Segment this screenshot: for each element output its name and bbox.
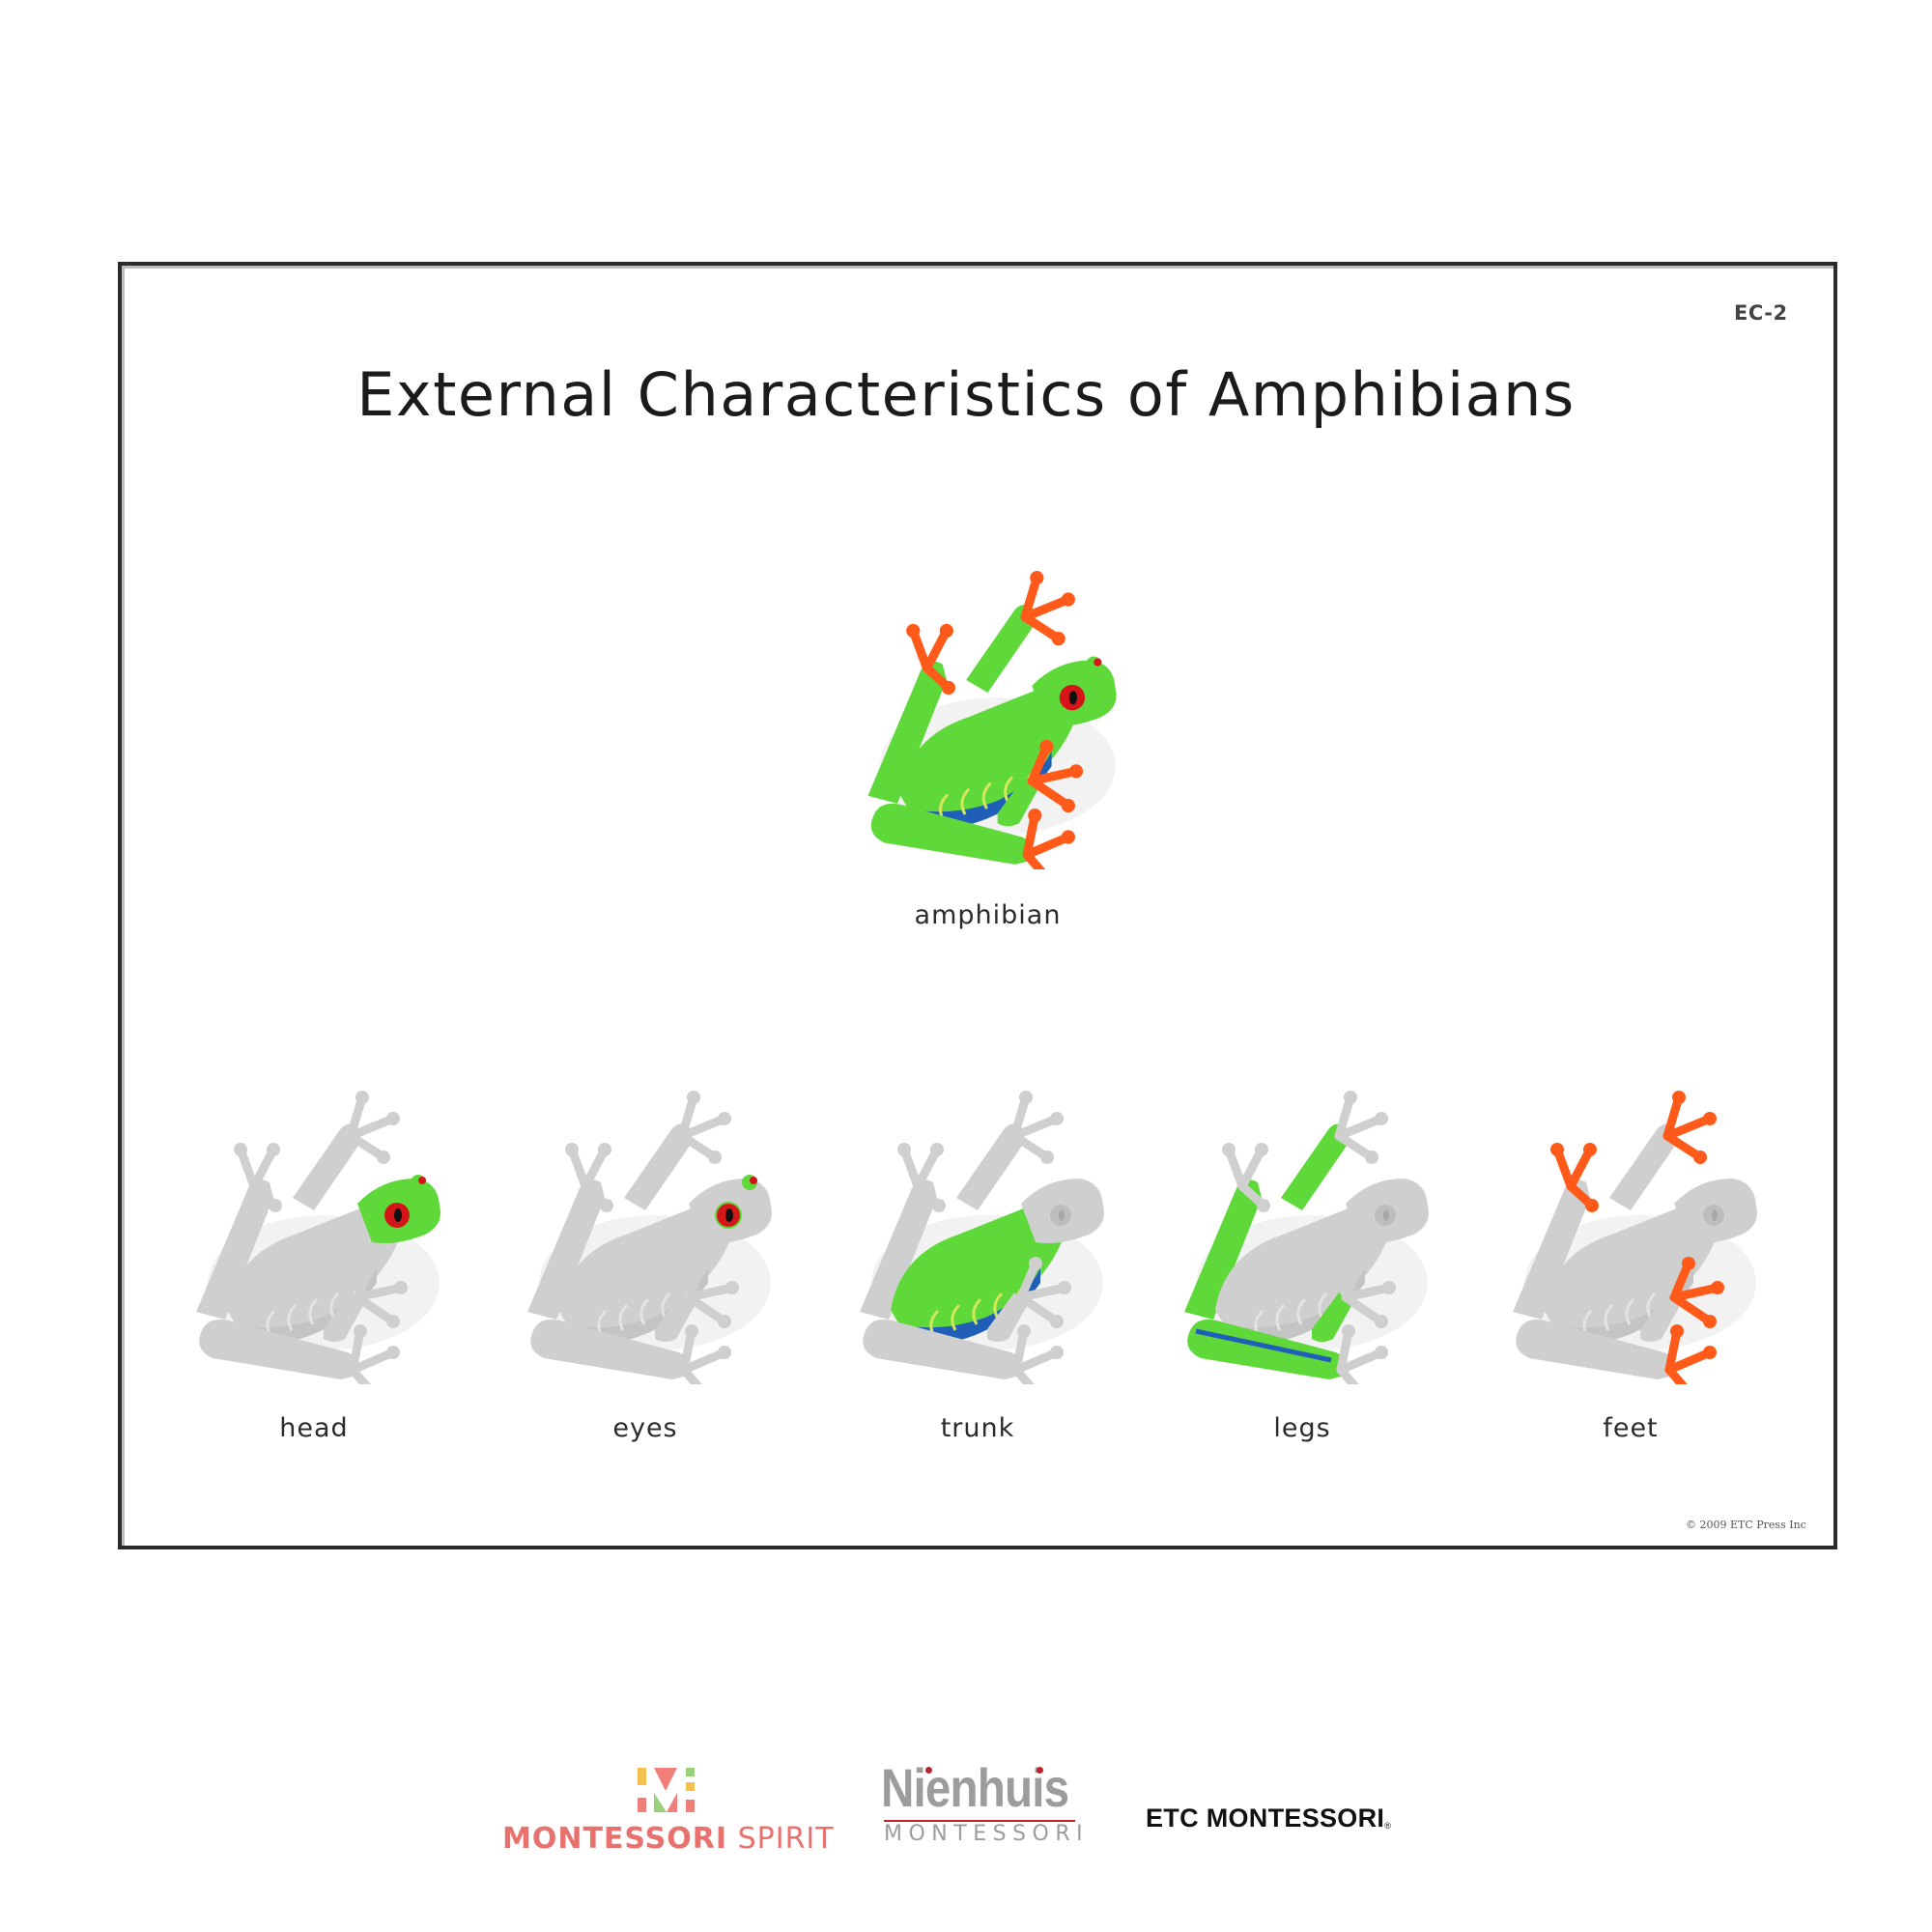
card-code: EC-2 bbox=[1734, 301, 1788, 325]
frog-head-highlight-icon bbox=[196, 1091, 440, 1384]
nienhuis-dot-icon bbox=[1037, 1767, 1043, 1774]
montessori-spirit-wordmark: MONTESSORI SPIRIT bbox=[502, 1822, 835, 1856]
head-frog-image bbox=[179, 1090, 449, 1384]
montessori-spirit-logo: MONTESSORI SPIRIT bbox=[502, 1766, 836, 1858]
label-legs: legs bbox=[1273, 1413, 1331, 1443]
frog-legs-highlight-icon bbox=[1184, 1091, 1429, 1384]
nienhuis-rule bbox=[884, 1820, 1075, 1822]
amphibian-frog-image bbox=[850, 570, 1125, 869]
trunk-frog-image bbox=[842, 1090, 1113, 1384]
frog-feet-highlight-icon bbox=[1513, 1091, 1757, 1384]
nienhuis-logo: Nienhuis MONTESSORI bbox=[881, 1757, 1083, 1851]
eyes-frog-image bbox=[510, 1090, 781, 1384]
card-title: External Characteristics of Amphibians bbox=[356, 359, 1576, 430]
nienhuis-subtitle: MONTESSORI bbox=[884, 1822, 1090, 1846]
nienhuis-dot-icon bbox=[925, 1767, 932, 1774]
frog-trunk-highlight-icon bbox=[860, 1091, 1104, 1384]
frog-full-icon bbox=[867, 571, 1117, 869]
legs-frog-image bbox=[1167, 1090, 1437, 1384]
etc-montessori-logo: ETC MONTESSORI® bbox=[1146, 1804, 1392, 1833]
label-trunk: trunk bbox=[940, 1413, 1015, 1443]
frog-eyes-highlight-icon bbox=[527, 1091, 772, 1384]
label-feet: feet bbox=[1603, 1413, 1659, 1443]
nienhuis-wordmark: Nienhuis bbox=[881, 1757, 1069, 1818]
label-amphibian: amphibian bbox=[914, 900, 1062, 930]
copyright-notice: © 2009 ETC Press Inc bbox=[1686, 1519, 1806, 1531]
label-head: head bbox=[279, 1413, 349, 1443]
feet-frog-image bbox=[1495, 1090, 1766, 1384]
label-eyes: eyes bbox=[612, 1413, 678, 1443]
montessori-spirit-m-icon bbox=[638, 1768, 695, 1812]
